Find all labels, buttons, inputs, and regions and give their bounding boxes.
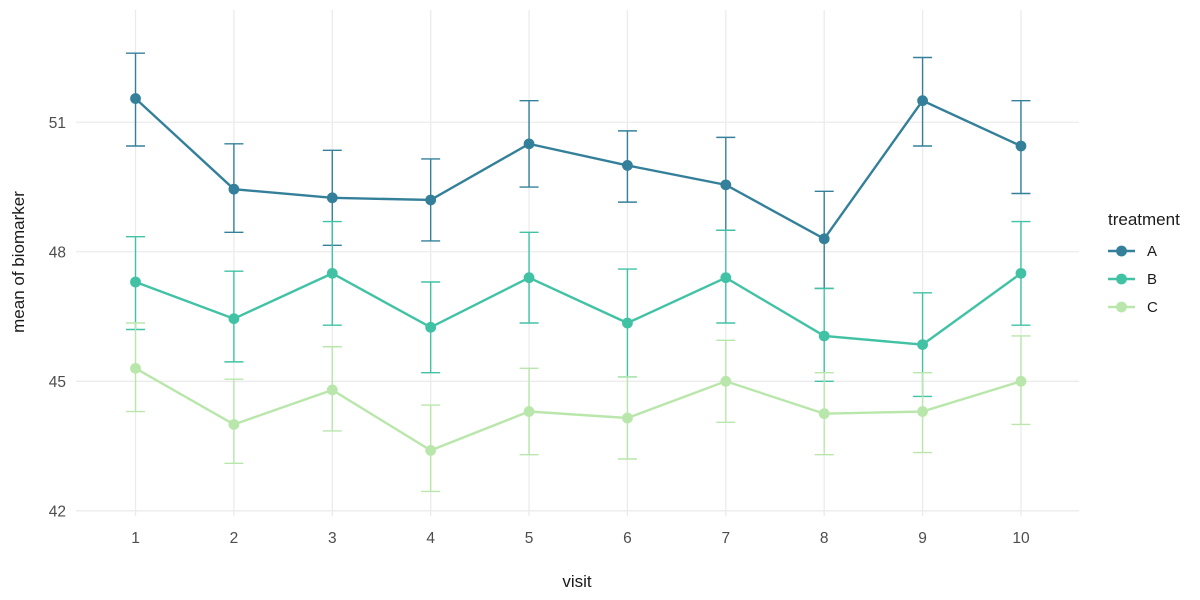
x-tick-label: 8 [820,530,829,547]
data-point [622,317,633,329]
x-tick-label: 3 [328,530,337,547]
data-point [720,272,732,284]
legend-item-A: A [1108,237,1180,265]
y-tick-label: 42 [49,503,66,520]
x-tick-label: 1 [131,530,140,547]
data-point [917,95,928,107]
series-line [134,97,1022,241]
x-tick-label: 5 [525,530,534,547]
legend-item-label: C [1147,298,1158,316]
data-point [720,375,732,387]
data-point [326,384,338,396]
legend-key-icon [1108,273,1135,285]
data-point [523,272,535,284]
data-point [326,192,338,204]
x-tick-label: 10 [1012,530,1030,547]
data-point [425,194,437,206]
data-point [1015,375,1027,387]
x-tick-label: 2 [230,530,239,547]
data-point [130,276,141,288]
legend-item-C: C [1108,293,1180,321]
series-B [126,220,1031,398]
data-point [523,406,535,417]
data-point [818,408,830,420]
series-A [126,52,1031,290]
data-point [818,330,830,342]
x-tick-label: 4 [426,530,435,547]
data-point [326,267,338,279]
data-point [1015,267,1027,279]
y-axis-title: mean of biomarker [9,191,28,333]
data-point [228,313,240,325]
legend-item-label: A [1147,242,1158,260]
data-point [425,321,437,333]
data-point [917,339,928,350]
series-line [134,367,1022,452]
legend-title: treatment [1108,210,1180,229]
data-point [228,419,240,430]
data-point [425,444,437,456]
data-point [523,138,535,150]
x-tick-label: 9 [918,530,927,547]
data-point [130,93,141,104]
y-tick-label: 48 [49,244,66,261]
series-C [126,322,1031,493]
data-point [720,179,732,191]
x-tick-label: 6 [623,530,632,547]
gridlines [76,10,1079,516]
x-axis-title: visit [562,572,592,591]
data-point [130,362,141,374]
data-point [622,160,633,171]
data-point [1015,140,1027,152]
legend-key-icon [1108,301,1135,313]
data-point [622,412,633,424]
legend-key-icon [1108,245,1135,257]
legend-item-label: B [1147,270,1158,288]
series-line [135,272,1022,346]
data-point [818,233,830,245]
data-point [917,406,928,417]
y-tick-label: 45 [49,374,66,391]
legend-item-B: B [1108,265,1180,293]
data-point [228,183,240,195]
x-tick-label: 7 [721,530,730,547]
y-tick-label: 51 [49,115,66,132]
